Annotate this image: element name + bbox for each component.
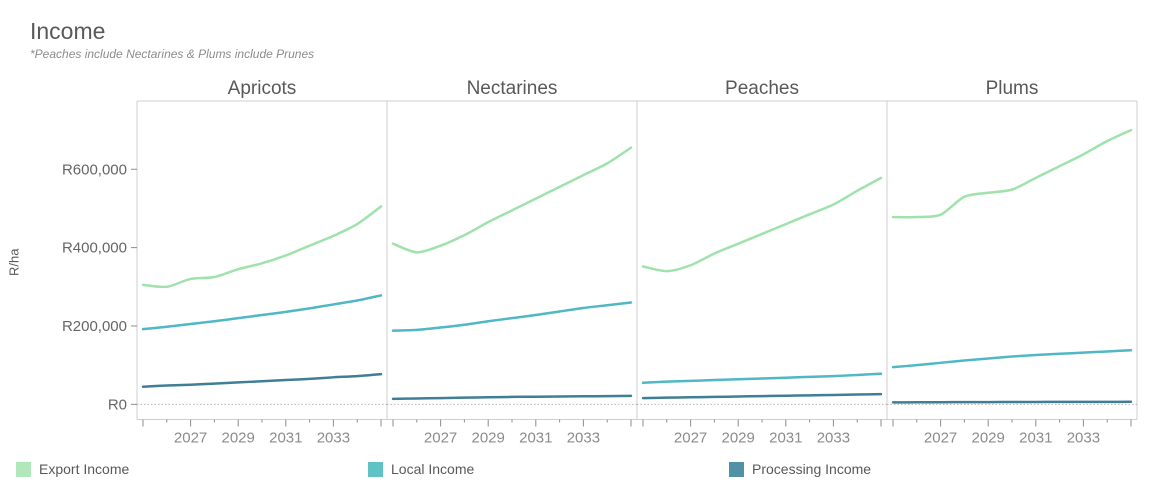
svg-text:2031: 2031 [269, 430, 302, 447]
svg-text:R200,000: R200,000 [62, 318, 127, 335]
svg-text:2031: 2031 [1019, 430, 1052, 447]
svg-text:R0: R0 [108, 396, 127, 413]
svg-text:2027: 2027 [674, 430, 707, 447]
svg-text:Peaches: Peaches [725, 78, 799, 99]
svg-text:Plums: Plums [986, 78, 1039, 99]
svg-text:2031: 2031 [519, 430, 552, 447]
svg-text:2031: 2031 [769, 430, 802, 447]
svg-text:2027: 2027 [424, 430, 457, 447]
svg-text:2029: 2029 [222, 430, 255, 447]
svg-text:2029: 2029 [972, 430, 1005, 447]
svg-text:2029: 2029 [722, 430, 755, 447]
svg-text:Apricots: Apricots [228, 78, 297, 99]
svg-text:2033: 2033 [567, 430, 600, 447]
svg-text:R400,000: R400,000 [62, 240, 127, 257]
svg-text:R600,000: R600,000 [62, 161, 127, 178]
svg-text:2027: 2027 [174, 430, 207, 447]
svg-text:2027: 2027 [924, 430, 957, 447]
svg-text:2029: 2029 [472, 430, 505, 447]
svg-text:2033: 2033 [1067, 430, 1100, 447]
svg-text:Nectarines: Nectarines [467, 78, 558, 99]
svg-text:2033: 2033 [317, 430, 350, 447]
svg-text:2033: 2033 [817, 430, 850, 447]
